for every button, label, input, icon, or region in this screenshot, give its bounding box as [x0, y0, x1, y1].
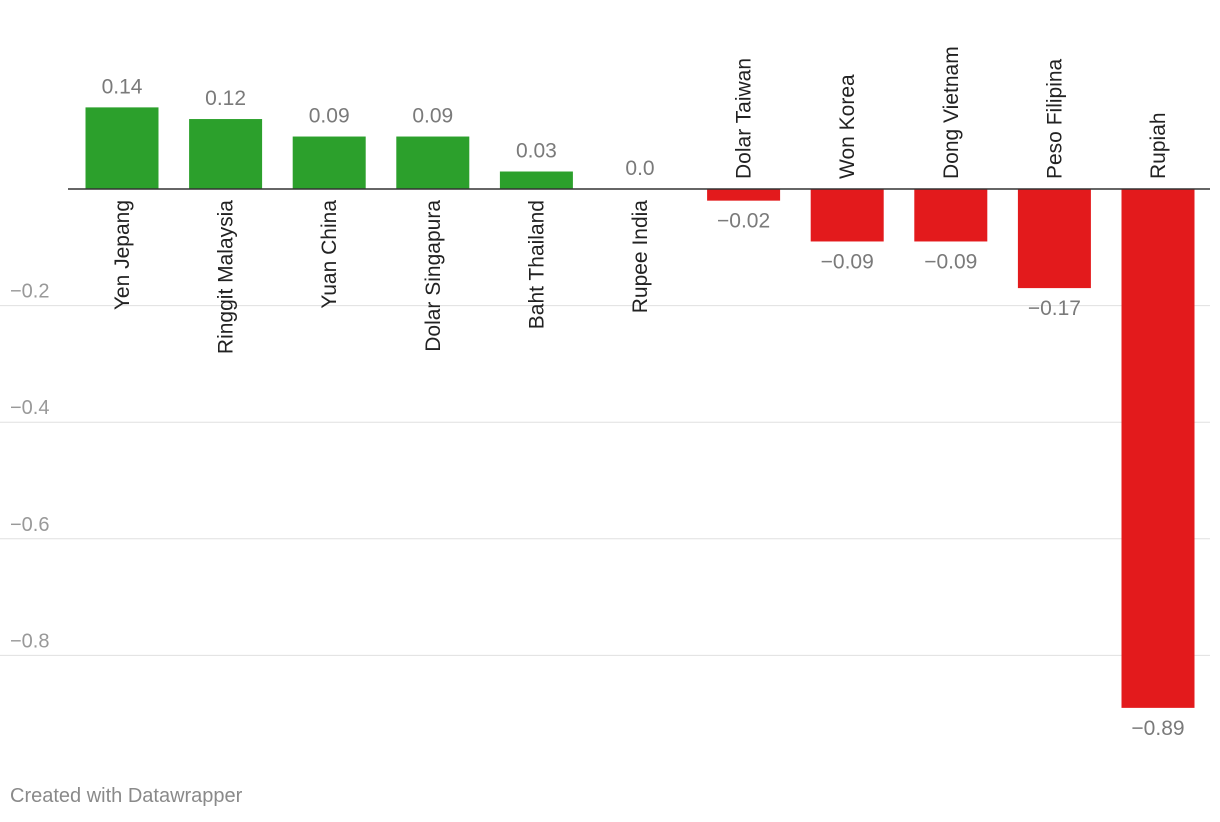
bar	[189, 119, 263, 189]
category-label: Won Korea	[836, 74, 859, 179]
y-axis-ticks: −0.2 −0.4 −0.6 −0.8	[10, 281, 49, 653]
bar	[396, 136, 470, 189]
value-label: 0.09	[309, 105, 350, 128]
value-label: −0.09	[821, 250, 874, 273]
category-label: Rupiah	[1147, 112, 1170, 179]
value-label: −0.89	[1131, 717, 1184, 740]
value-label: −0.17	[1028, 297, 1081, 320]
category-label: Dong Vietnam	[940, 46, 963, 179]
value-label: 0.14	[102, 75, 143, 98]
bar	[499, 171, 573, 189]
category-label: Yuan China	[318, 200, 341, 309]
value-labels: 0.14 0.12 0.09 0.09 0.03 0.0 −0.02 −0.09 −0.09 −0…	[102, 75, 1185, 739]
category-label: Rupee India	[629, 200, 652, 314]
value-label: 0.12	[205, 87, 246, 110]
bar	[707, 189, 781, 201]
footer-credit: Created with Datawrapper	[10, 785, 243, 807]
bar	[1017, 189, 1091, 289]
value-label: 0.03	[516, 140, 557, 163]
y-tick-label: −0.4	[10, 397, 49, 419]
category-label: Ringgit Malaysia	[215, 200, 238, 354]
value-label: −0.09	[924, 250, 977, 273]
y-tick-label: −0.8	[10, 630, 49, 652]
category-label: Yen Jepang	[111, 200, 134, 310]
gridlines	[0, 305, 1210, 656]
bar	[810, 189, 884, 242]
bar	[85, 107, 159, 189]
bar	[292, 136, 366, 189]
y-tick-label: −0.2	[10, 281, 49, 303]
category-label: Peso Filipina	[1043, 58, 1066, 179]
value-label: 0.0	[625, 157, 654, 180]
category-label: Baht Thailand	[525, 200, 548, 329]
bars	[85, 107, 1195, 708]
bar	[914, 189, 988, 242]
y-tick-label: −0.6	[10, 514, 49, 536]
value-label: −0.02	[717, 210, 770, 233]
category-labels: Yen Jepang Ringgit Malaysia Yuan China Dola…	[111, 46, 1170, 354]
category-label: Dolar Taiwan	[733, 58, 756, 179]
category-label: Dolar Singapura	[422, 200, 445, 352]
bar	[1121, 189, 1195, 708]
value-label: 0.09	[412, 105, 453, 128]
